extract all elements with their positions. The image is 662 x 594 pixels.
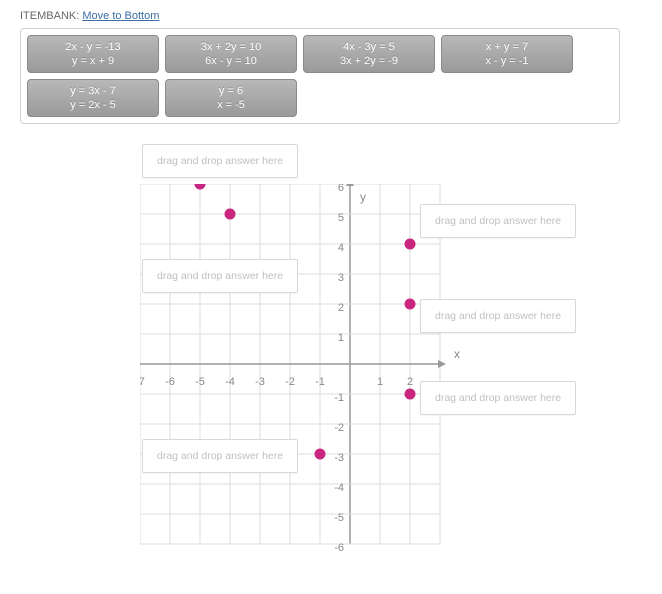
item-tile-line1: 4x - 3y = 5 [343, 40, 395, 54]
graph-area: y x -7 -6 -5 -4 -3 -2 -1 1 2 -6 -5 -4 -3 -2 -1 1 2 3 4 5 6 dra… [120, 144, 640, 584]
svg-text:-4: -4 [334, 482, 344, 494]
svg-text:3: 3 [338, 272, 344, 284]
svg-text:-5: -5 [195, 376, 205, 388]
svg-text:-5: -5 [334, 512, 344, 524]
svg-text:-6: -6 [334, 542, 344, 554]
drop-zone-2[interactable]: drag and drop answer here [142, 259, 298, 293]
item-tile-5[interactable]: y = 6x = -5 [165, 79, 297, 117]
drop-zone-4[interactable]: drag and drop answer here [420, 381, 576, 415]
svg-text:1: 1 [377, 376, 383, 388]
drop-zone-1[interactable]: drag and drop answer here [420, 204, 576, 238]
item-tile-0[interactable]: 2x - y = -13y = x + 9 [27, 35, 159, 73]
item-tile-line2: 3x + 2y = -9 [340, 54, 398, 68]
coordinate-grid: y x -7 -6 -5 -4 -3 -2 -1 1 2 -6 -5 -4 -3 -2 -1 1 2 3 4 5 6 [140, 184, 470, 564]
item-tile-line1: y = 3x - 7 [70, 84, 116, 98]
svg-text:1: 1 [338, 332, 344, 344]
drop-zone-0[interactable]: drag and drop answer here [142, 144, 298, 178]
svg-text:-1: -1 [334, 392, 344, 404]
item-tile-line1: 3x + 2y = 10 [201, 40, 262, 54]
item-tile-4[interactable]: y = 3x - 7y = 2x - 5 [27, 79, 159, 117]
svg-text:-2: -2 [334, 422, 344, 434]
item-tile-line1: x + y = 7 [486, 40, 528, 54]
itembank-label: ITEMBANK: [20, 10, 79, 22]
item-tile-line2: y = x + 9 [72, 54, 114, 68]
svg-text:2: 2 [407, 376, 413, 388]
svg-text:-4: -4 [225, 376, 235, 388]
itembank-header: ITEMBANK: Move to Bottom [20, 10, 642, 22]
move-to-bottom-link[interactable]: Move to Bottom [82, 10, 159, 22]
item-tile-line1: y = 6 [219, 84, 243, 98]
svg-text:x: x [454, 347, 460, 361]
item-tile-line2: x = -5 [217, 98, 245, 112]
svg-text:-3: -3 [334, 452, 344, 464]
svg-text:y: y [360, 190, 366, 204]
item-tile-line2: 6x - y = 10 [205, 54, 257, 68]
item-tile-3[interactable]: x + y = 7x - y = -1 [441, 35, 573, 73]
svg-text:4: 4 [338, 242, 344, 254]
item-tile-line2: x - y = -1 [485, 54, 528, 68]
svg-text:2: 2 [338, 302, 344, 314]
svg-text:-3: -3 [255, 376, 265, 388]
item-tile-line2: y = 2x - 5 [70, 98, 116, 112]
svg-text:-2: -2 [285, 376, 295, 388]
item-tile-1[interactable]: 3x + 2y = 106x - y = 10 [165, 35, 297, 73]
svg-text:-7: -7 [140, 376, 145, 388]
drop-zone-3[interactable]: drag and drop answer here [420, 299, 576, 333]
svg-text:-6: -6 [165, 376, 175, 388]
svg-text:6: 6 [338, 184, 344, 194]
itembank-container: 2x - y = -13y = x + 93x + 2y = 106x - y … [20, 28, 620, 124]
drop-zone-5[interactable]: drag and drop answer here [142, 439, 298, 473]
item-tile-2[interactable]: 4x - 3y = 53x + 2y = -9 [303, 35, 435, 73]
item-tile-line1: 2x - y = -13 [65, 40, 120, 54]
svg-text:-1: -1 [315, 376, 325, 388]
svg-text:5: 5 [338, 212, 344, 224]
